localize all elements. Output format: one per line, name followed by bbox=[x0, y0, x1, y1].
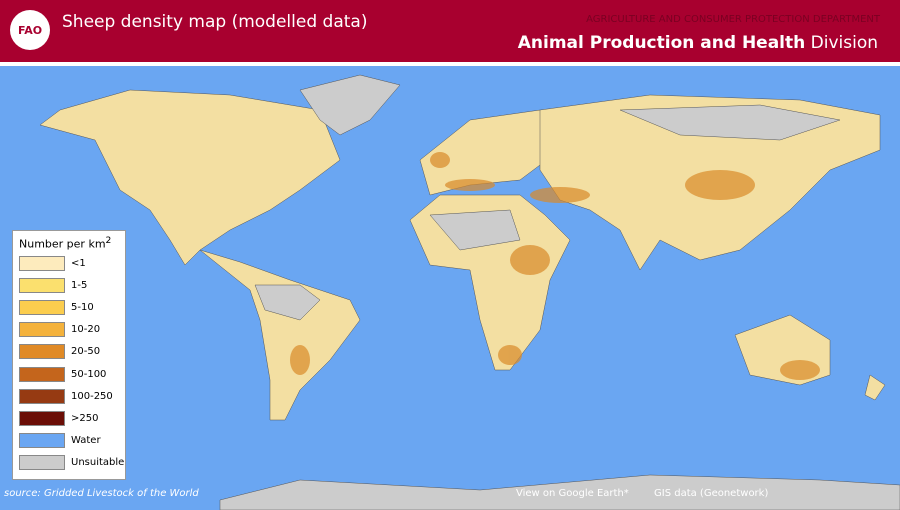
legend-item: 5-10 bbox=[19, 299, 94, 315]
legend-swatch bbox=[19, 388, 65, 404]
legend: Number per km2 <1 1-5 5-10 10-20 20-50 50-100… bbox=[12, 230, 126, 480]
legend-label: <1 bbox=[71, 257, 86, 269]
legend-swatch bbox=[19, 322, 65, 338]
density-hotspots bbox=[290, 152, 820, 380]
legend-item: 1-5 bbox=[19, 277, 87, 293]
legend-swatch bbox=[19, 255, 65, 271]
legend-label: 10-20 bbox=[71, 324, 101, 336]
division-light: Division bbox=[810, 33, 878, 53]
legend-swatch bbox=[19, 433, 65, 449]
google-earth-link[interactable]: View on Google Earth* bbox=[516, 488, 629, 499]
legend-label: >250 bbox=[71, 412, 99, 424]
header: FAO Sheep density map (modelled data) AG… bbox=[0, 0, 900, 62]
legend-title-text: Number per km bbox=[19, 237, 106, 251]
legend-item: Unsuitable bbox=[19, 455, 124, 471]
legend-label: Water bbox=[71, 435, 101, 447]
title: Sheep density map (modelled data) bbox=[62, 12, 368, 32]
legend-item: >250 bbox=[19, 410, 98, 426]
legend-swatch bbox=[19, 299, 65, 315]
legend-label: 100-250 bbox=[71, 390, 113, 402]
legend-item: 10-20 bbox=[19, 322, 100, 338]
logo: FAO bbox=[10, 10, 50, 50]
legend-swatch bbox=[19, 455, 65, 471]
legend-label: 20-50 bbox=[71, 346, 101, 358]
division: Animal Production and Health Division bbox=[518, 33, 878, 53]
legend-title: Number per km2 bbox=[19, 235, 111, 251]
legend-item: 100-250 bbox=[19, 388, 113, 404]
legend-item: Water bbox=[19, 433, 101, 449]
legend-label: 5-10 bbox=[71, 301, 94, 313]
legend-item: <1 bbox=[19, 255, 86, 271]
legend-item: 20-50 bbox=[19, 344, 100, 360]
world-map bbox=[0, 66, 900, 510]
legend-label: 1-5 bbox=[71, 279, 88, 291]
legend-item: 50-100 bbox=[19, 366, 106, 382]
department: AGRICULTURE AND CONSUMER PROTECTION DEPA… bbox=[586, 14, 880, 25]
legend-swatch bbox=[19, 410, 65, 426]
legend-swatch bbox=[19, 277, 65, 293]
gis-data-link[interactable]: GIS data (Geonetwork) bbox=[654, 488, 769, 499]
legend-label: Unsuitable bbox=[71, 457, 125, 469]
land bbox=[39, 74, 900, 510]
legend-swatch bbox=[19, 366, 65, 382]
legend-label: 50-100 bbox=[71, 368, 107, 380]
source: source: Gridded Livestock of the World bbox=[4, 488, 199, 499]
legend-swatch bbox=[19, 344, 65, 360]
legend-title-sup: 2 bbox=[105, 235, 112, 246]
division-bold: Animal Production and Health bbox=[517, 33, 806, 53]
